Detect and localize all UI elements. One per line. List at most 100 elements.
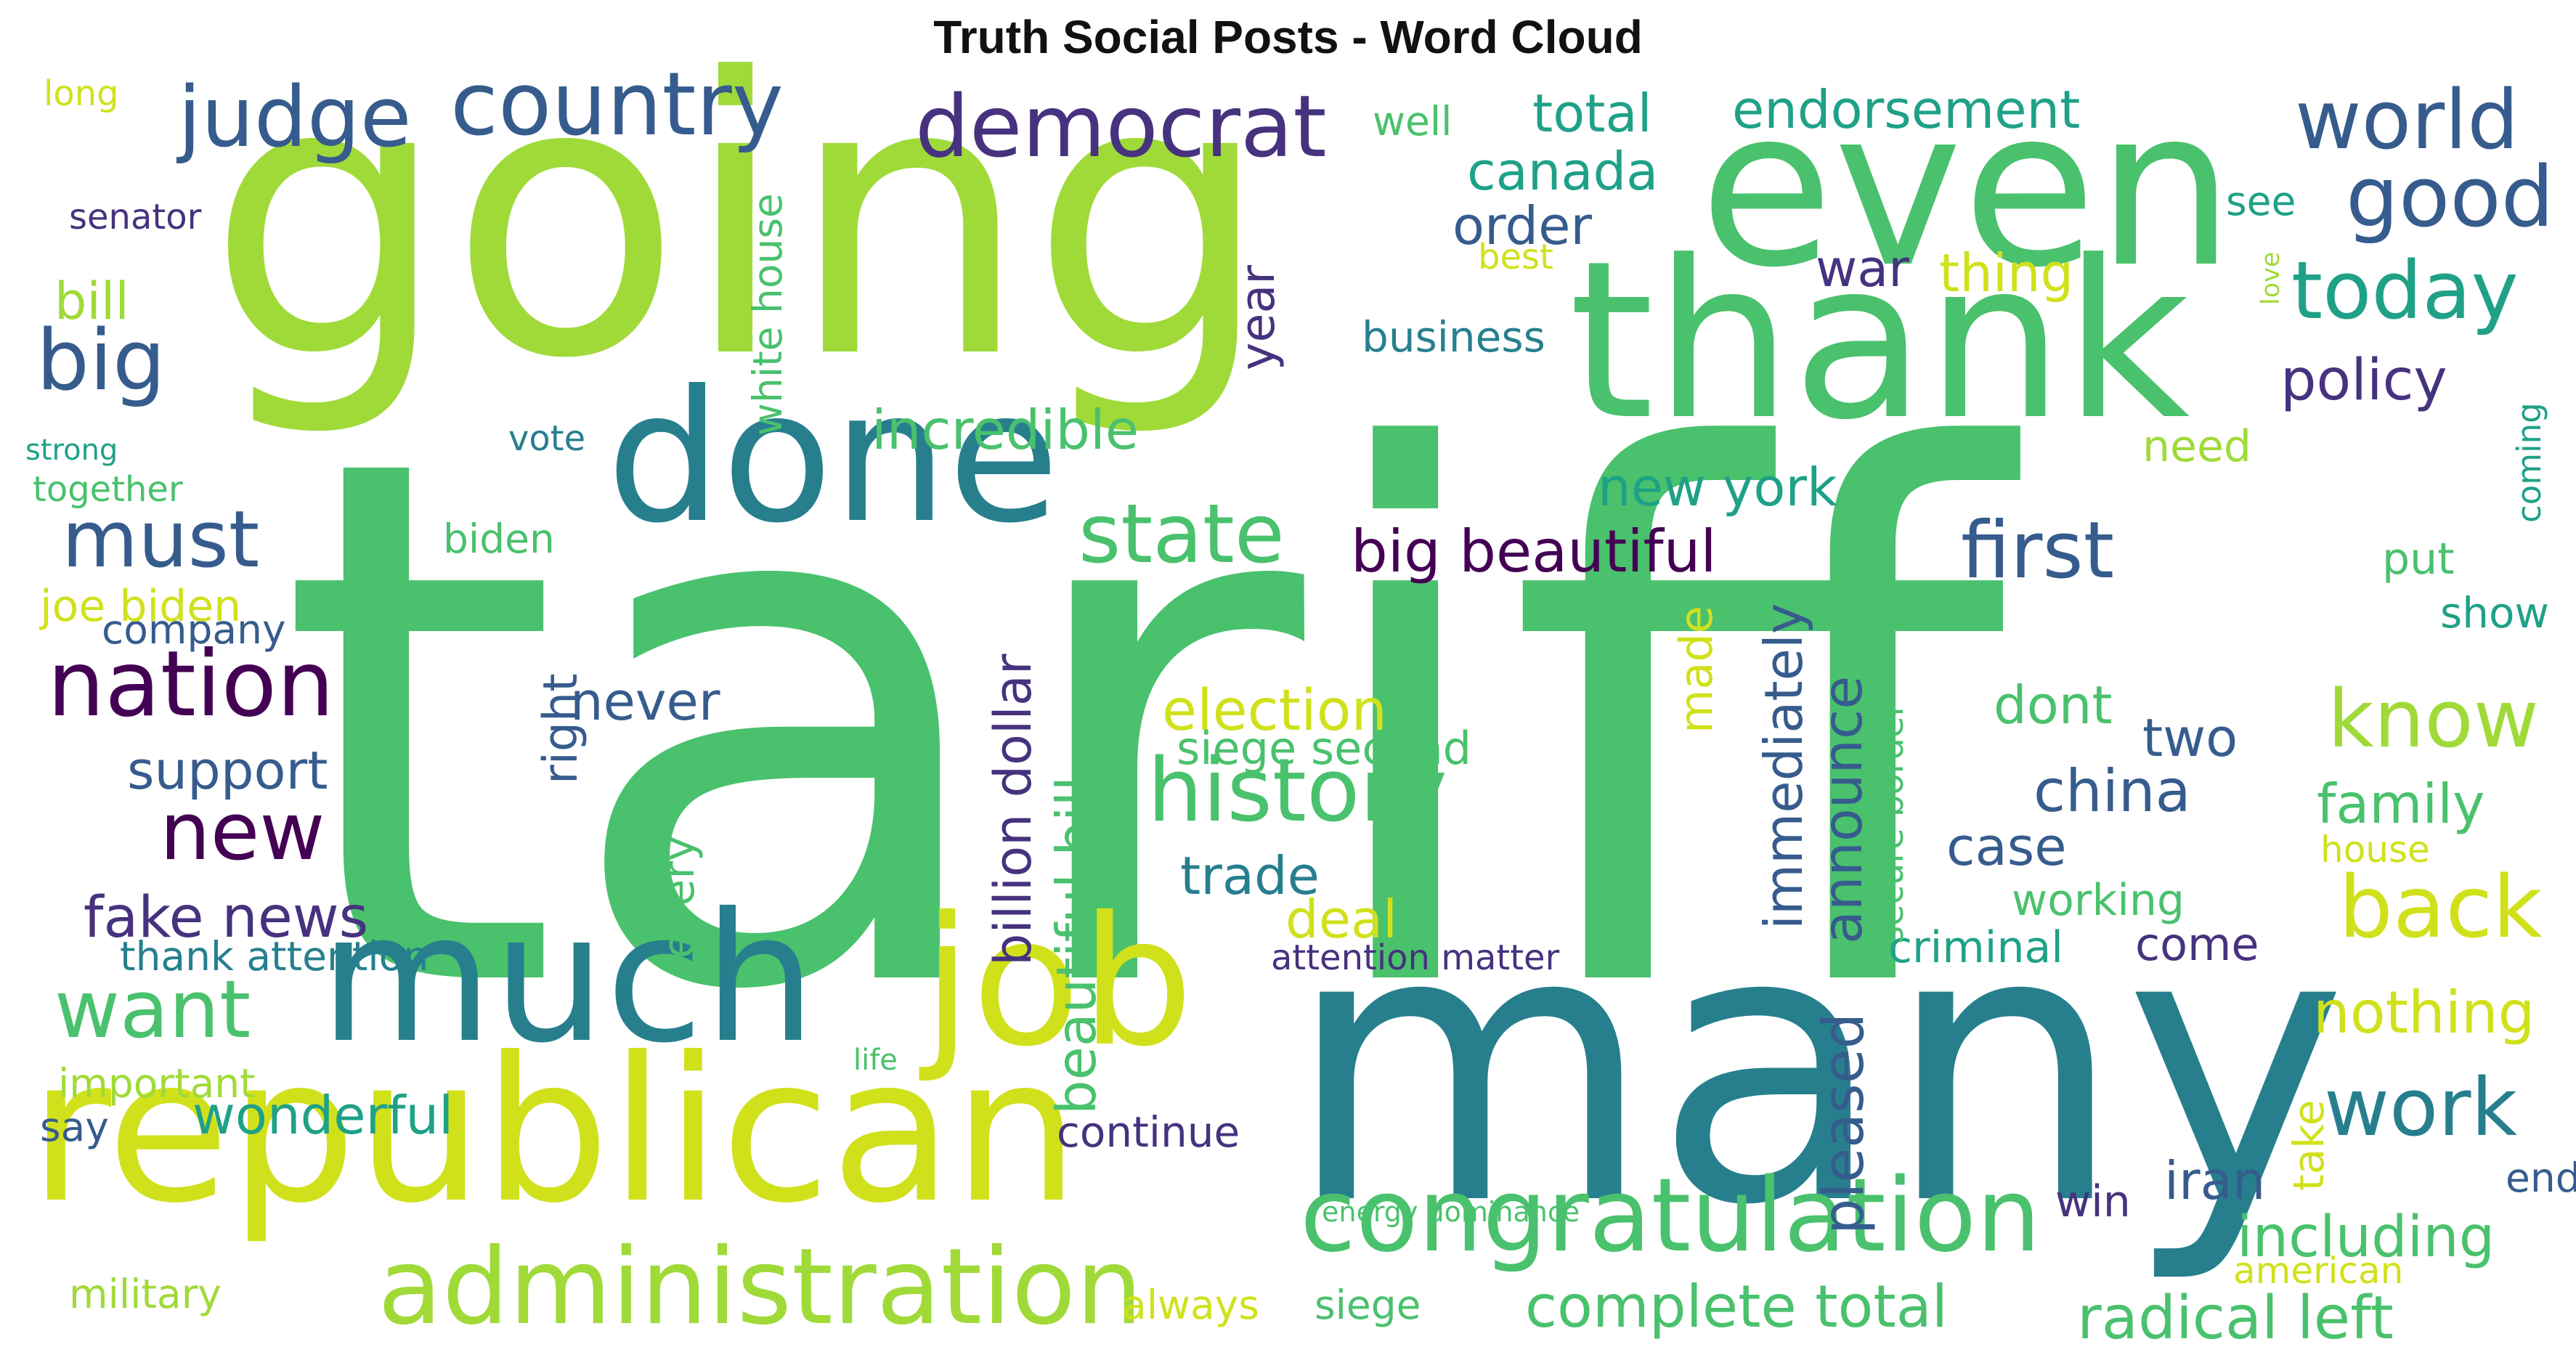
word-house: house <box>2320 829 2430 871</box>
word-take: take <box>2284 1099 2333 1192</box>
word-new: new <box>160 785 325 878</box>
word-thank-attention: thank attention <box>120 933 429 980</box>
word-never: never <box>570 671 720 732</box>
word-coming: coming <box>2510 402 2548 523</box>
word-world: world <box>2295 73 2519 168</box>
word-total: total <box>1532 83 1652 144</box>
word-election: election <box>1162 678 1387 744</box>
word-good: good <box>2346 149 2554 246</box>
word-white-house: white house <box>744 193 791 436</box>
word-love: love <box>2256 251 2286 305</box>
word-administration: administration <box>378 1226 1143 1348</box>
word-business: business <box>1362 312 1545 362</box>
word-long: long <box>44 73 119 114</box>
word-beautiful-bill: beautiful bill <box>1044 776 1108 1115</box>
word-iran: iran <box>2164 1150 2266 1211</box>
word-fake-news: fake news <box>84 885 369 951</box>
word-criminal: criminal <box>1888 922 2063 973</box>
word-best: best <box>1478 237 1553 277</box>
word-radical-left: radical left <box>2077 1284 2394 1353</box>
word-democrat: democrat <box>915 76 1327 176</box>
word-every: every <box>654 835 704 959</box>
word-put: put <box>2382 534 2455 585</box>
word-policy: policy <box>2280 348 2447 413</box>
word-year: year <box>1231 264 1285 370</box>
word-trade: trade <box>1180 845 1320 906</box>
word-need: need <box>2142 421 2251 472</box>
word-joe-biden: joe biden <box>40 581 242 632</box>
word-order: order <box>1452 195 1592 256</box>
word-support: support <box>127 740 328 801</box>
word-dont: dont <box>1994 675 2113 736</box>
word-family: family <box>2317 772 2485 836</box>
word-show: show <box>2440 588 2549 638</box>
word-thank: thank <box>1569 214 2190 468</box>
word-republican: republican <box>29 1014 1080 1247</box>
word-endorsement: endorsement <box>1732 79 2081 140</box>
word-attention-matter: attention matter <box>1271 937 1560 978</box>
word-made: made <box>1670 606 1723 733</box>
word-state: state <box>1078 487 1285 582</box>
word-back: back <box>2339 857 2543 957</box>
word-including: including <box>2237 1205 2495 1270</box>
word-today: today <box>2291 244 2519 337</box>
word-biden: biden <box>443 516 555 562</box>
word-strong: strong <box>25 434 118 467</box>
word-wonderful: wonderful <box>192 1085 454 1146</box>
word-two: two <box>2142 707 2238 768</box>
word-much: much <box>320 875 816 1082</box>
word-thing: thing <box>1939 243 2074 304</box>
word-bill: bill <box>54 272 129 331</box>
word-know: know <box>2328 672 2539 765</box>
word-announce: announce <box>1811 675 1874 944</box>
word-say: say <box>40 1104 109 1150</box>
word-want: want <box>54 963 251 1056</box>
word-big: big <box>36 312 166 410</box>
word-siege-second: siege second <box>1177 722 1471 775</box>
word-important: important <box>58 1060 256 1107</box>
word-congratulation: congratulation <box>1300 1157 2041 1275</box>
word-china: china <box>2033 757 2191 825</box>
word-nation: nation <box>47 632 335 737</box>
word-going: going <box>207 0 1272 442</box>
word-well: well <box>1373 98 1452 145</box>
word-new-york: new york <box>1598 457 1837 518</box>
word-big-beautiful: big beautiful <box>1351 518 1717 585</box>
word-energy-dominance: energy dominance <box>1322 1196 1580 1228</box>
word-military: military <box>69 1271 222 1317</box>
word-tariff: tariff <box>276 304 2007 1149</box>
word-immediately: immediately <box>1753 603 1814 929</box>
word-always: always <box>1122 1282 1259 1328</box>
word-canada: canada <box>1467 141 1659 202</box>
word-working: working <box>2012 875 2185 926</box>
word-judge: judge <box>178 69 412 166</box>
word-history: history <box>1147 741 1447 842</box>
word-secure-border: secure border <box>1871 701 1911 944</box>
word-even: even <box>1699 62 2235 315</box>
word-siege: siege <box>1315 1282 1421 1328</box>
word-see: see <box>2226 178 2296 224</box>
word-must: must <box>62 495 260 585</box>
word-incredible: incredible <box>871 398 1139 462</box>
word-deal: deal <box>1285 889 1398 950</box>
word-pleased: pleased <box>1811 1012 1877 1234</box>
word-life: life <box>853 1043 898 1077</box>
chart-title: Truth Social Posts - Word Cloud <box>933 11 1643 63</box>
word-right: right <box>534 673 588 784</box>
word-continue: continue <box>1057 1107 1240 1157</box>
word-vote: vote <box>508 418 586 459</box>
word-come: come <box>2135 918 2259 971</box>
word-nothing: nothing <box>2313 979 2535 1046</box>
word-done: done <box>606 351 1060 563</box>
word-case: case <box>1946 816 2067 877</box>
word-work: work <box>2324 1061 2518 1154</box>
word-job: job <box>922 879 1194 1086</box>
word-end: end <box>2506 1155 2576 1201</box>
word-billion-dollar: billion dollar <box>983 654 1043 966</box>
word-american: american <box>2233 1250 2404 1292</box>
word-country: country <box>450 54 784 155</box>
word-senator: senator <box>69 197 202 237</box>
word-company: company <box>102 606 286 653</box>
word-together: together <box>33 469 183 510</box>
word-complete-total: complete total <box>1525 1273 1949 1340</box>
